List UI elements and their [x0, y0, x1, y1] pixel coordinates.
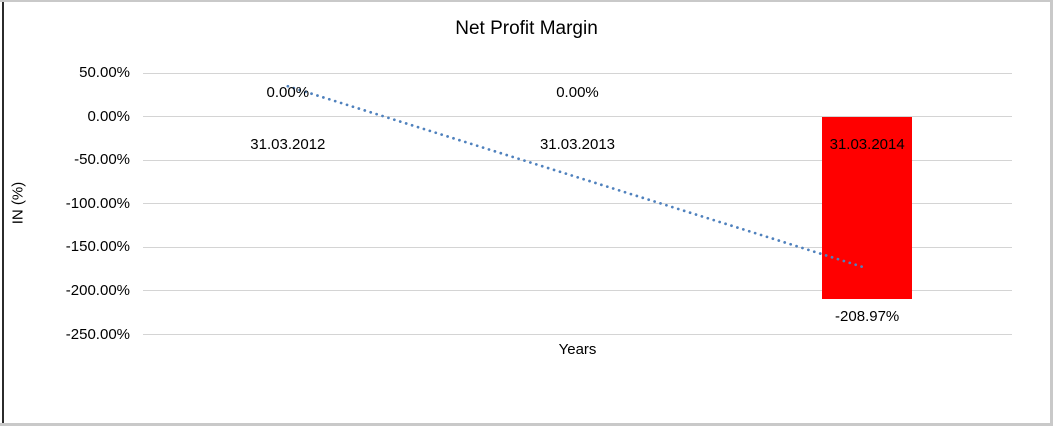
gridline: [143, 246, 1012, 248]
y-tick-label: 50.00%: [79, 64, 130, 81]
chart-border-left: [2, 2, 4, 423]
x-category-label: 31.03.2014: [829, 136, 905, 153]
x-category-label: 31.03.2012: [250, 136, 326, 153]
data-label: 0.00%: [556, 83, 599, 101]
y-tick-label: -50.00%: [74, 151, 130, 169]
gridline: [143, 159, 1012, 161]
chart-border-right: [1050, 0, 1053, 426]
gridline: [143, 116, 1012, 118]
chart-border-bottom: [0, 423, 1053, 426]
bar-31.03.2014: [822, 116, 913, 299]
x-category-label: 31.03.2013: [539, 136, 616, 153]
y-tick-label: -250.00%: [65, 325, 130, 343]
y-tick-label: -100.00%: [65, 194, 130, 212]
gridline: [143, 290, 1012, 292]
gridline: [143, 203, 1012, 205]
gridline: [143, 72, 1012, 74]
y-tick-label: -150.00%: [65, 238, 130, 256]
gridline: [143, 334, 1012, 335]
y-tick-label: 0.00%: [87, 107, 130, 125]
chart-title: Net Profit Margin: [455, 18, 598, 39]
data-label: -208.97%: [835, 307, 900, 325]
data-label: 0.00%: [266, 83, 310, 101]
y-tick-label: -200.00%: [65, 281, 130, 299]
x-axis-title: Years: [558, 341, 597, 358]
chart-border-top: [0, 0, 1053, 2]
